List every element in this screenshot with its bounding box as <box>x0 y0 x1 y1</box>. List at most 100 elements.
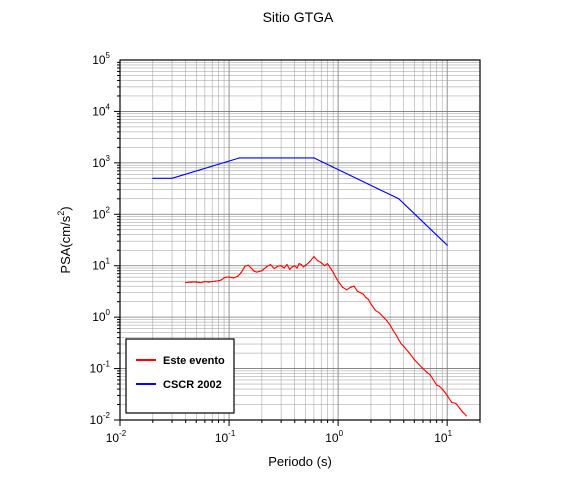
y-tick-label: 100 <box>92 308 110 324</box>
data-point-este-evento <box>237 275 239 277</box>
data-point-este-evento <box>356 290 358 292</box>
data-point-este-evento <box>256 271 258 273</box>
x-tick-label-base: 10 <box>215 431 229 445</box>
data-point-este-evento <box>283 267 285 269</box>
axis-ticks <box>114 61 481 426</box>
data-point-este-evento <box>244 265 246 267</box>
y-tick-label-base: 10 <box>92 207 106 221</box>
y-tick-label: 103 <box>92 154 110 170</box>
data-point-este-evento <box>320 261 322 264</box>
data-point-este-evento <box>337 280 339 282</box>
y-tick-label-base: 10 <box>92 104 106 118</box>
y-tick-label-exponent: 0 <box>106 308 111 317</box>
legend: Este evento CSCR 2002 <box>125 338 235 414</box>
data-point-este-evento <box>313 256 315 258</box>
data-point-cscr-2002 <box>239 157 241 159</box>
data-point-este-evento <box>392 329 394 332</box>
data-point-este-evento <box>349 286 352 288</box>
x-tick-label: 100 <box>325 429 343 445</box>
data-point-este-evento <box>386 320 388 322</box>
data-point-este-evento <box>335 276 337 278</box>
data-point-este-evento <box>465 415 467 417</box>
y-tick-label: 10-1 <box>90 360 111 376</box>
data-point-este-evento <box>300 264 302 266</box>
x-tick-label: 10-1 <box>215 429 236 445</box>
y-axis-label-superscript: 2 <box>56 211 66 216</box>
data-point-este-evento <box>458 407 461 409</box>
y-tick-label-exponent: -1 <box>103 360 111 369</box>
data-point-este-evento <box>228 276 230 278</box>
data-point-este-evento <box>247 264 249 266</box>
data-point-este-evento <box>250 267 252 269</box>
x-tick-label: 101 <box>434 429 452 445</box>
x-tick-label-exponent: -1 <box>228 429 236 438</box>
data-point-este-evento <box>226 276 228 278</box>
data-point-este-evento <box>296 267 298 269</box>
data-point-este-evento <box>214 280 217 282</box>
y-tick-label-base: 10 <box>92 156 106 170</box>
legend-label-cscr-2002: CSCR 2002 <box>163 379 222 391</box>
series-line-cscr-2002 <box>152 157 448 246</box>
x-tick-label-base: 10 <box>106 431 120 445</box>
y-tick-label-exponent: 2 <box>106 205 111 214</box>
data-point-este-evento <box>232 277 235 279</box>
data-point-este-evento <box>378 312 381 314</box>
data-point-este-evento <box>455 402 457 405</box>
data-point-este-evento <box>389 324 391 326</box>
data-point-este-evento <box>253 270 255 272</box>
data-point-este-evento <box>258 270 261 272</box>
x-tick-label-base: 10 <box>325 431 339 445</box>
data-point-este-evento <box>240 271 243 273</box>
data-point-este-evento <box>302 266 304 268</box>
data-point-este-evento <box>323 265 326 267</box>
data-point-este-evento <box>446 394 448 397</box>
y-tick-label-base: 10 <box>92 259 106 273</box>
x-tick-label-exponent: 0 <box>339 429 344 438</box>
data-point-este-evento <box>418 363 420 366</box>
series-lines <box>152 157 467 417</box>
data-point-este-evento <box>422 367 424 370</box>
data-point-este-evento <box>286 264 288 266</box>
y-tick-label-exponent: 5 <box>106 51 111 60</box>
legend-label-este-evento: Este evento <box>163 355 225 367</box>
plot-frame <box>119 59 481 421</box>
data-point-cscr-2002 <box>313 157 315 159</box>
data-point-cscr-2002 <box>152 177 154 179</box>
y-tick-label: 105 <box>92 51 110 67</box>
data-point-este-evento <box>429 374 431 376</box>
data-point-este-evento <box>436 384 438 386</box>
data-point-este-evento <box>294 265 296 267</box>
data-point-este-evento <box>332 271 334 273</box>
data-point-este-evento <box>365 296 367 299</box>
data-point-este-evento <box>441 388 443 390</box>
data-point-este-evento <box>329 267 332 269</box>
data-point-cscr-2002 <box>398 198 400 200</box>
data-point-este-evento <box>426 371 428 373</box>
data-point-este-evento <box>211 281 213 283</box>
data-point-este-evento <box>432 379 435 381</box>
y-tick-label: 10-2 <box>90 411 111 427</box>
y-tick-label-exponent: 3 <box>106 154 111 163</box>
data-point-este-evento <box>342 286 344 288</box>
data-point-este-evento <box>370 303 372 305</box>
y-tick-label-base: 10 <box>92 310 106 324</box>
y-axis-label-main: PSA(cm/s <box>58 215 73 273</box>
data-point-este-evento <box>367 298 370 301</box>
data-point-este-evento <box>462 411 464 414</box>
data-point-este-evento <box>200 281 202 284</box>
y-tick-label: 104 <box>92 102 110 118</box>
data-point-este-evento <box>444 391 446 393</box>
y-tick-label-exponent: -2 <box>103 411 111 420</box>
data-point-este-evento <box>289 268 291 270</box>
y-tick-label: 101 <box>92 257 110 273</box>
data-point-este-evento <box>451 401 453 403</box>
data-point-este-evento <box>326 262 329 265</box>
legend-box <box>125 338 235 414</box>
data-point-cscr-2002 <box>171 177 173 179</box>
data-point-este-evento <box>362 293 364 295</box>
data-point-este-evento <box>277 265 279 267</box>
x-axis-label: Periodo (s) <box>268 454 332 469</box>
data-point-este-evento <box>204 281 206 283</box>
